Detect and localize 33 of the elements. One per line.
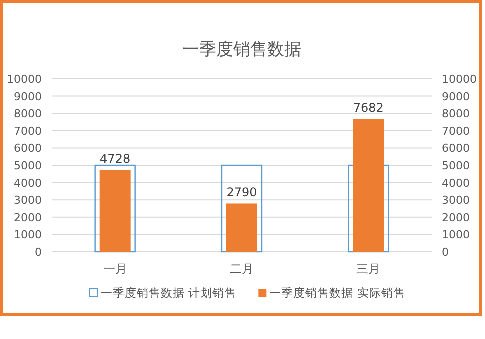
y2-tick-label: 0: [442, 246, 449, 259]
y-tick-label: 9000: [14, 90, 42, 104]
bar: [226, 204, 258, 252]
y-tick-label: 10000: [7, 73, 42, 86]
y-tick-label: 2000: [14, 211, 42, 224]
y-tick-label: 7000: [14, 124, 42, 138]
y2-tick-label: 10000: [442, 73, 477, 86]
y2-tick-label: 8000: [442, 108, 470, 121]
y2-tick-label: 5000: [442, 160, 470, 172]
y2-tick-label: 4000: [442, 176, 470, 190]
y2-tick-label: 6000: [442, 142, 470, 156]
y2-tick-label: 9000: [442, 90, 470, 104]
x-tick-label: 三月: [356, 262, 381, 276]
y2-tick-label: 2000: [442, 211, 470, 224]
y2-tick-label: 3000: [442, 194, 470, 208]
y-tick-label: 1000: [14, 228, 42, 242]
y-tick-label: 3000: [14, 194, 42, 208]
legend-label: 一季度销售数据 实际销售: [270, 286, 406, 300]
y-tick-label: 4000: [14, 176, 42, 190]
legend-label: 一季度销售数据 计划销售: [101, 286, 237, 300]
title: 一季度销售数据: [182, 40, 302, 60]
y-tick-label: 0: [35, 246, 42, 259]
y-tick-label: 8000: [14, 108, 42, 121]
data-label: 7682: [353, 101, 384, 116]
x-tick-label: 二月: [230, 262, 254, 276]
data-label: 4728: [100, 152, 131, 166]
y-tick-label: 6000: [14, 142, 42, 156]
bar: [353, 119, 384, 252]
y-tick-label: 5000: [14, 160, 42, 172]
y2-tick-label: 7000: [442, 124, 470, 138]
x-tick-label: 一月: [103, 262, 128, 276]
y2-tick-label: 1000: [442, 228, 470, 242]
data-label: 2790: [226, 186, 258, 200]
